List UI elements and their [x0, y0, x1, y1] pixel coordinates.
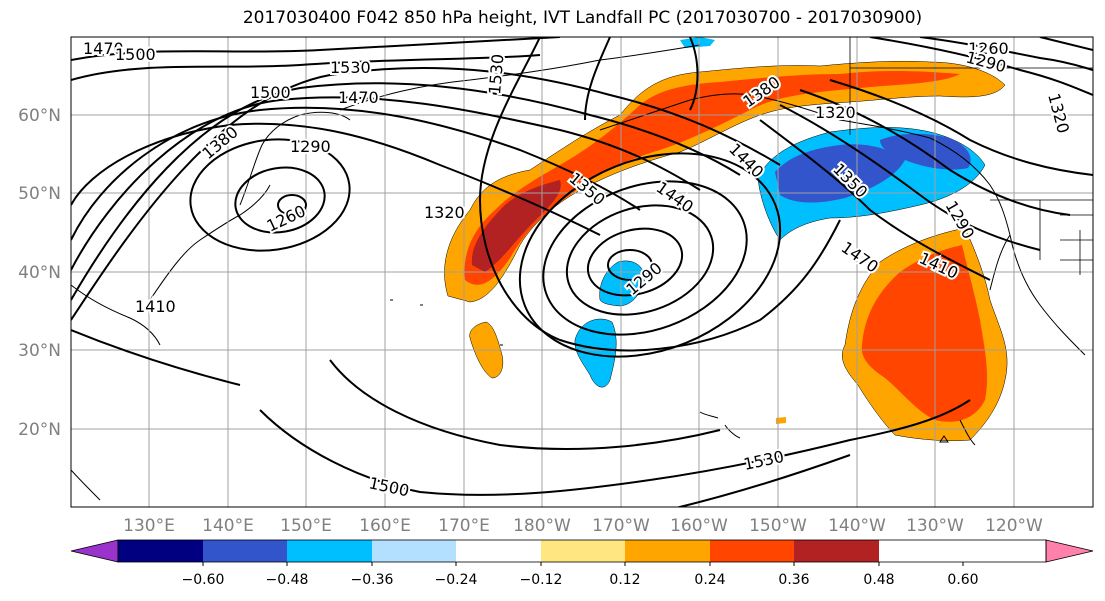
- ivt-positive-shading: [444, 60, 1008, 442]
- lon-label: 130°E: [123, 516, 175, 536]
- contour-label: 1320: [424, 203, 465, 222]
- contour-label: 1260: [968, 39, 1009, 58]
- lon-label: 150°W: [749, 516, 807, 536]
- contour-label: 1320: [815, 103, 856, 122]
- ivt-neg-gulf-core: [775, 144, 905, 203]
- ivt-neg-south: [574, 318, 617, 388]
- colorbar-label: 0.36: [778, 572, 809, 588]
- lon-label: 170°E: [438, 516, 490, 536]
- colorbar-segment: [794, 540, 879, 562]
- lon-label: 140°E: [202, 516, 254, 536]
- colorbar-label: −0.60: [182, 572, 225, 588]
- contour-label: 1500: [115, 45, 156, 64]
- colorbar-label: −0.48: [266, 572, 309, 588]
- colorbar-frame: [117, 539, 1047, 563]
- contour-label: 1530: [330, 58, 371, 77]
- colorbar-segment: [456, 540, 541, 562]
- ivt-west-coast-core: [861, 245, 988, 422]
- map-title: 2017030400 F042 850 hPa height, IVT Land…: [242, 8, 923, 28]
- lon-label: 170°W: [592, 516, 650, 536]
- lon-label: 150°E: [280, 516, 332, 536]
- colorbar-label: 0.60: [947, 572, 978, 588]
- colorbar-segment: [710, 540, 794, 562]
- ivt-band-core: [464, 71, 960, 285]
- contour-label: 1290: [290, 137, 331, 156]
- colorbar-segment: [118, 540, 203, 562]
- colorbar-extend-min: [70, 539, 119, 563]
- lon-label: 130°W: [906, 516, 964, 536]
- colorbar-segment: [541, 540, 625, 562]
- lat-label: 60°N: [18, 106, 61, 126]
- contour-label: 1470: [338, 88, 379, 107]
- colorbar-segment: [287, 540, 372, 562]
- colorbar-labels: −0.60 −0.48 −0.36 −0.24 −0.12 0.12 0.24 …: [182, 572, 979, 588]
- colorbar-label: 0.48: [863, 572, 894, 588]
- colorbar-label: −0.36: [351, 572, 394, 588]
- longitude-labels: 130°E 140°E 150°E 160°E 170°E 180°W 170°…: [123, 516, 1043, 536]
- lon-label: 160°W: [670, 516, 728, 536]
- colorbar: −0.60 −0.48 −0.36 −0.24 −0.12 0.12 0.24 …: [70, 539, 1094, 588]
- colorbar-label: −0.24: [435, 572, 478, 588]
- colorbar-segment: [203, 540, 287, 562]
- colorbar-segments: [118, 540, 879, 562]
- colorbar-label: 0.24: [694, 572, 725, 588]
- lat-label: 20°N: [18, 420, 61, 440]
- plot-frame: [70, 36, 1094, 508]
- graticule: [71, 37, 1093, 507]
- height-contours: [71, 37, 1093, 507]
- colorbar-label: −0.12: [520, 572, 563, 588]
- plot-area: 1470 1500 1530 1530 1500 1470 1290 1380 …: [71, 37, 1093, 507]
- contour-label: 1530: [485, 53, 507, 95]
- lat-label: 30°N: [18, 341, 61, 361]
- colorbar-extend-max: [1045, 539, 1094, 563]
- colorbar-segment: [625, 540, 710, 562]
- colorbar-ticks: [202, 562, 964, 566]
- colorbar-segment: [372, 540, 456, 562]
- contour-label: 1470: [83, 39, 124, 58]
- contour-label: 1410: [135, 297, 176, 316]
- lon-label: 160°E: [359, 516, 411, 536]
- lon-label: 120°W: [985, 516, 1043, 536]
- colorbar-label: 0.12: [609, 572, 640, 588]
- lat-label: 50°N: [18, 184, 61, 204]
- contour-label: 1500: [250, 83, 291, 102]
- lat-label: 40°N: [18, 263, 61, 283]
- latitude-labels: 60°N 50°N 40°N 30°N 20°N: [18, 106, 61, 440]
- ivt-neg-north: [680, 37, 715, 48]
- ivt-band-max: [471, 180, 561, 272]
- lon-label: 180°W: [513, 516, 571, 536]
- lon-label: 140°W: [828, 516, 886, 536]
